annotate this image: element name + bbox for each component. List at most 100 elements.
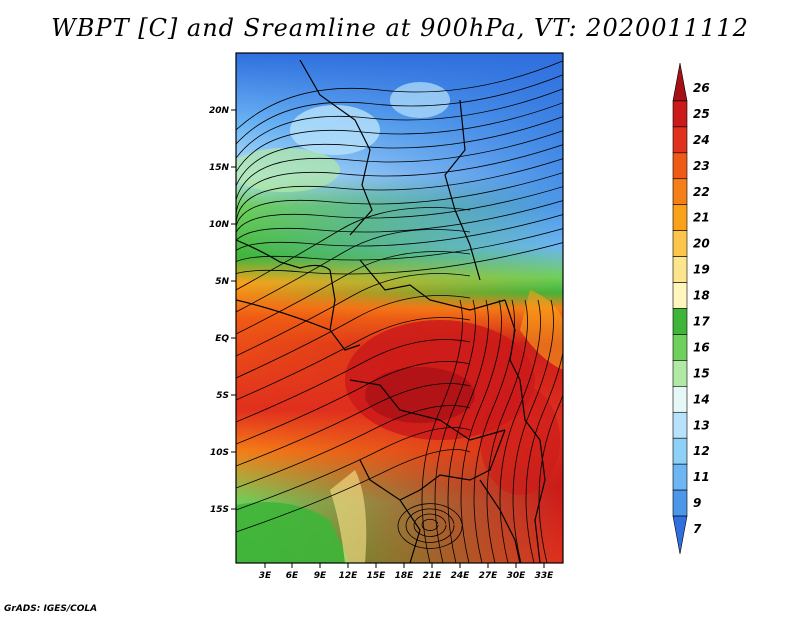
- streamline: [236, 295, 471, 379]
- streamline: [236, 158, 563, 228]
- colorbar-label: 21: [693, 211, 710, 225]
- colorbar-label: 26: [693, 81, 710, 95]
- colorbar-swatch: [672, 204, 688, 231]
- streamline: [447, 299, 489, 563]
- lon-label: 24E: [451, 571, 471, 581]
- streamline: [397, 503, 463, 549]
- lon-label: 6E: [286, 571, 299, 581]
- colorbar-swatch: [672, 126, 688, 154]
- colorbar-swatch: [672, 152, 688, 180]
- colorbar-swatch: [672, 178, 688, 206]
- streamline: [236, 251, 471, 335]
- streamline: [525, 350, 563, 563]
- streamline: [236, 74, 563, 145]
- streamline: [236, 273, 471, 357]
- streamline: [473, 299, 515, 563]
- lon-label: 27E: [479, 571, 499, 581]
- lon-label: 33E: [535, 571, 555, 581]
- streamline: [236, 102, 563, 173]
- lat-label: 15N: [209, 163, 230, 173]
- colorbar-swatch: [672, 437, 688, 465]
- lat-label: 10N: [209, 220, 230, 230]
- lon-label: 21E: [423, 571, 443, 581]
- colorbar-label: 9: [693, 496, 701, 510]
- lat-label: 15S: [210, 505, 229, 515]
- streamline: [236, 144, 563, 215]
- colorbar-swatch: [672, 308, 688, 335]
- colorbar-swatch: [672, 411, 688, 439]
- colorbar-label: 11: [693, 470, 710, 484]
- streamline: [236, 242, 563, 312]
- streamline: [421, 518, 439, 531]
- colorbar-swatch: [672, 515, 688, 555]
- streamline: [538, 394, 563, 563]
- streamline: [499, 299, 541, 563]
- lat-label: 10S: [210, 448, 229, 458]
- country-borders: [236, 59, 546, 563]
- streamline: [236, 172, 563, 242]
- colorbar-label: 12: [693, 444, 710, 458]
- streamline: [236, 228, 563, 298]
- streamline: [421, 299, 463, 563]
- streamline: [236, 317, 471, 401]
- streamlines: [236, 60, 563, 563]
- chart-title: WBPT [C] and Sreamline at 900hPa, VT: 20…: [51, 14, 749, 42]
- colorbar-swatch: [672, 463, 688, 491]
- streamline: [236, 60, 563, 131]
- streamline: [413, 513, 447, 537]
- map-frame: [235, 52, 564, 564]
- colorbar-label: 24: [693, 133, 710, 147]
- streamline: [236, 130, 563, 201]
- streamline: [236, 229, 471, 313]
- colorbar-swatch: [672, 489, 688, 517]
- colorbar-label: 18: [693, 289, 710, 303]
- lat-axis: [231, 109, 236, 510]
- colorbar-swatch: [672, 62, 688, 102]
- streamline: [236, 339, 471, 423]
- colorbar-swatch: [672, 360, 688, 387]
- colorbar-label: 7: [693, 522, 702, 536]
- streamline: [236, 427, 471, 511]
- streamline: [512, 299, 554, 563]
- colorbar-swatch: [672, 334, 688, 361]
- colorbar-label: 13: [693, 418, 710, 432]
- lon-label: 9E: [314, 571, 327, 581]
- colorbar-label: 23: [693, 159, 710, 173]
- colorbar-swatch: [672, 282, 688, 309]
- colorbar-label: 20: [693, 237, 710, 251]
- colorbar-swatch: [672, 230, 688, 257]
- colorbar-swatch: [672, 256, 688, 283]
- colorbar-label: 16: [693, 340, 710, 354]
- lon-label: 15E: [367, 571, 387, 581]
- streamline: [236, 207, 471, 291]
- lat-label: 20N: [209, 106, 230, 116]
- colorbar-label: 17: [693, 314, 710, 328]
- colorbar-swatch: [672, 100, 688, 128]
- streamline: [236, 200, 563, 270]
- credit-text: GrADS: IGES/COLA: [4, 604, 98, 614]
- streamline: [236, 186, 563, 256]
- streamline: [236, 361, 471, 445]
- colorbar-label: 19: [693, 263, 710, 277]
- streamline: [405, 508, 455, 543]
- streamline: [236, 88, 563, 159]
- streamline: [236, 405, 471, 489]
- lon-axis: [264, 563, 545, 568]
- colorbar: 26 25 24 23 22 21 20 19 18 17 16 15 14 13 12 11 9 7: [672, 62, 710, 555]
- lon-label: 3E: [259, 571, 272, 581]
- wbpt-field: [236, 53, 563, 563]
- lon-label: 18E: [395, 571, 415, 581]
- colorbar-swatch: [672, 386, 688, 413]
- lon-label: 30E: [507, 571, 527, 581]
- lat-label: 5N: [215, 277, 229, 287]
- streamline: [486, 299, 528, 563]
- streamline: [236, 449, 471, 533]
- colorbar-label: 15: [693, 366, 710, 380]
- streamline: [434, 299, 476, 563]
- lat-label: 5S: [216, 391, 229, 401]
- colorbar-label: 14: [693, 392, 710, 406]
- colorbar-label: 25: [693, 107, 710, 121]
- streamline: [236, 116, 563, 187]
- streamline: [460, 299, 502, 563]
